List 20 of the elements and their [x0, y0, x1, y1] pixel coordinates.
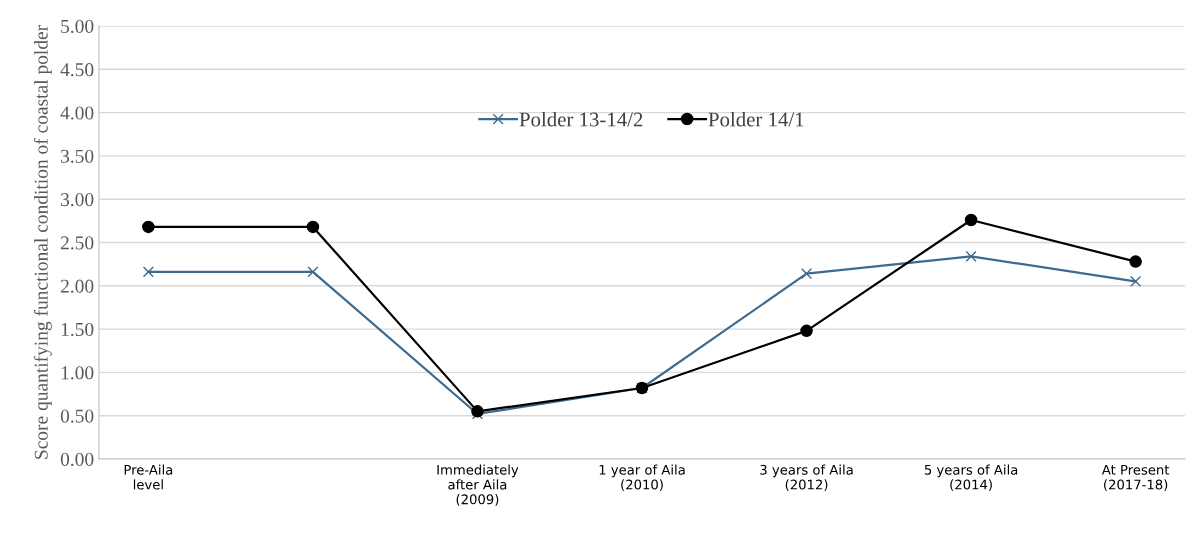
y-tick-label: 4.50 — [60, 63, 94, 77]
x-tick-label: Immediately after Aila (2009) — [437, 464, 519, 506]
x-tick-label: 5 years of Aila (2014) — [924, 464, 1018, 492]
y-tick-label: 0.50 — [60, 409, 94, 423]
y-tick-label: 1.50 — [61, 322, 94, 337]
x-tick-label: At Present (2017-18) — [1101, 464, 1170, 492]
x-tick-label: 1 year of Aila (2010) — [599, 464, 685, 492]
y-tick-label: 3.00 — [61, 193, 94, 207]
y-tick-label: 2.00 — [60, 279, 94, 293]
x-tick-label: Pre-Aila level — [124, 464, 173, 490]
legend-label: Polder 13-14/2 — [519, 111, 643, 127]
legend-label: Polder 14/1 — [708, 111, 804, 127]
y-tick-label: 3.50 — [61, 149, 94, 163]
y-axis-title: Score quantifying functional condition of coastal polder — [33, 25, 52, 459]
y-tick-label: 1.00 — [61, 366, 94, 380]
y-tick-label: 2.50 — [60, 236, 94, 250]
y-tick-label: 0.00 — [60, 452, 94, 467]
x-tick-label: 3 years of Aila (2012) — [760, 464, 853, 492]
y-tick-label: 5.00 — [61, 19, 94, 34]
y-tick-label: 4.00 — [60, 106, 94, 120]
